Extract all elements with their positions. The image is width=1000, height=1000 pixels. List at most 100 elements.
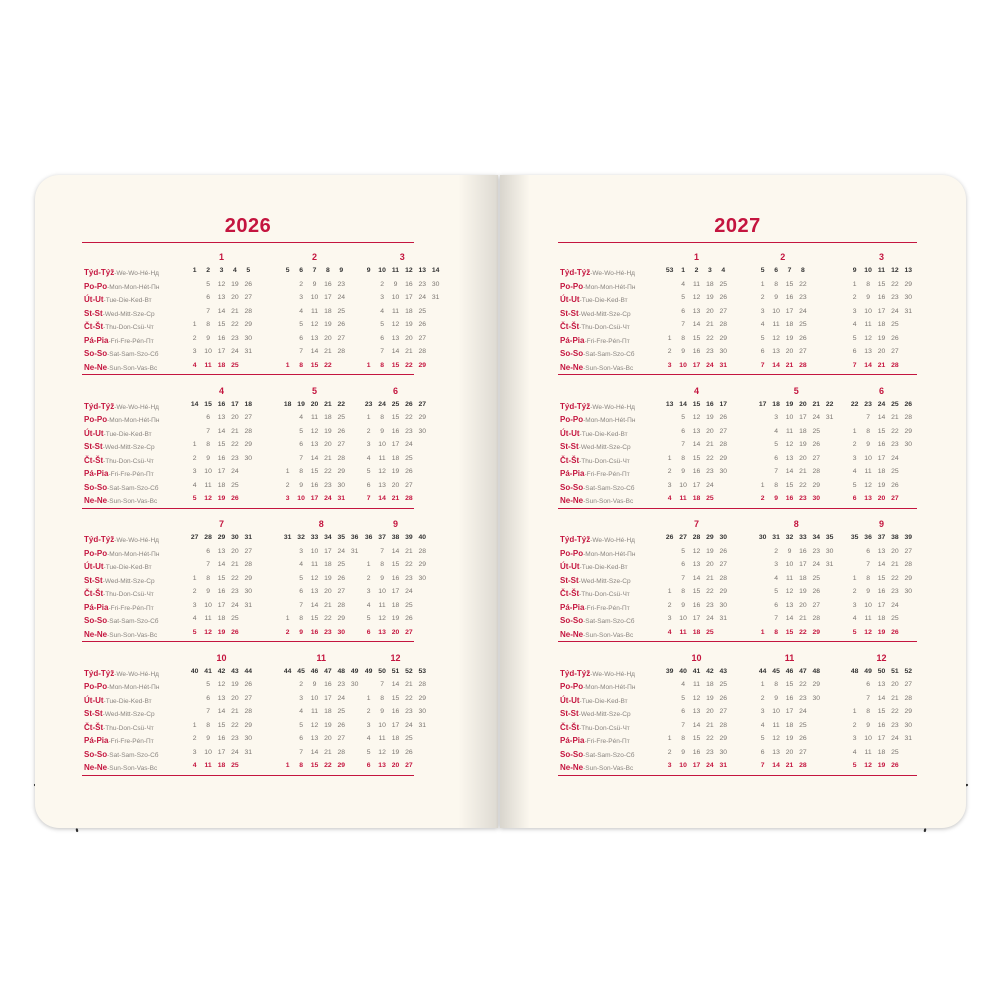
day-cell[interactable]: 26 <box>719 294 728 301</box>
day-cell[interactable] <box>756 452 769 466</box>
day-cell[interactable]: 8 <box>380 561 384 568</box>
day-cell[interactable]: 25 <box>337 708 346 715</box>
day-cell[interactable]: 1 <box>760 280 765 288</box>
day-cell[interactable] <box>188 305 201 319</box>
day-cell[interactable]: 28 <box>812 615 821 622</box>
day-cell[interactable]: 22 <box>405 561 413 568</box>
day-cell[interactable]: 25 <box>337 307 346 315</box>
day-cell[interactable]: 28 <box>337 454 346 462</box>
day-cell[interactable]: 27 <box>799 348 807 355</box>
day-cell[interactable]: 6 <box>774 601 778 609</box>
day-cell[interactable]: 31 <box>719 762 728 769</box>
day-cell[interactable]: 20 <box>785 748 794 756</box>
day-cell[interactable]: 19 <box>231 280 239 288</box>
day-cell[interactable]: 25 <box>706 628 714 636</box>
day-cell[interactable]: 26 <box>405 748 413 756</box>
day-cell[interactable]: 4 <box>852 468 857 475</box>
day-cell[interactable]: 14 <box>692 721 701 729</box>
day-cell[interactable]: 16 <box>785 294 794 301</box>
day-cell[interactable]: 18 <box>391 601 400 609</box>
day-cell[interactable] <box>281 411 294 425</box>
day-cell[interactable]: 20 <box>785 348 794 355</box>
day-cell[interactable]: 20 <box>324 441 332 448</box>
day-cell[interactable]: 27 <box>719 561 728 568</box>
day-cell[interactable]: 22 <box>891 427 899 435</box>
day-cell[interactable]: 25 <box>231 615 239 622</box>
day-cell[interactable] <box>281 332 294 346</box>
day-cell[interactable]: 19 <box>231 681 239 688</box>
day-cell[interactable]: 12 <box>391 321 400 328</box>
day-cell[interactable]: 27 <box>405 628 413 636</box>
day-cell[interactable]: 9 <box>774 495 778 502</box>
day-cell[interactable] <box>281 318 294 332</box>
day-cell[interactable]: 8 <box>206 321 210 328</box>
day-cell[interactable]: 23 <box>418 280 427 288</box>
day-cell[interactable]: 19 <box>391 468 400 475</box>
day-cell[interactable]: 7 <box>774 615 778 622</box>
day-cell[interactable] <box>902 759 915 773</box>
day-cell[interactable]: 19 <box>324 321 332 328</box>
day-cell[interactable]: 10 <box>310 294 319 301</box>
day-cell[interactable]: 22 <box>799 681 807 688</box>
day-cell[interactable]: 30 <box>904 588 913 595</box>
day-cell[interactable]: 28 <box>719 441 728 448</box>
day-cell[interactable]: 23 <box>891 441 899 448</box>
day-cell[interactable]: 3 <box>774 414 778 421</box>
day-cell[interactable]: 7 <box>299 748 303 756</box>
day-cell[interactable]: 18 <box>692 628 701 636</box>
day-cell[interactable] <box>902 612 915 626</box>
day-cell[interactable]: 28 <box>244 427 253 435</box>
day-cell[interactable]: 13 <box>217 294 226 301</box>
day-cell[interactable]: 22 <box>324 361 332 369</box>
day-cell[interactable]: 8 <box>774 681 778 688</box>
day-cell[interactable]: 28 <box>799 762 807 769</box>
day-cell[interactable]: 7 <box>681 574 685 582</box>
day-cell[interactable]: 25 <box>891 468 899 475</box>
day-cell[interactable]: 18 <box>785 721 794 729</box>
day-cell[interactable]: 9 <box>312 681 317 688</box>
day-cell[interactable]: 15 <box>310 615 319 622</box>
day-cell[interactable]: 16 <box>324 681 332 688</box>
day-cell[interactable]: 29 <box>418 361 427 369</box>
day-cell[interactable]: 8 <box>681 588 685 595</box>
day-cell[interactable]: 8 <box>681 334 685 342</box>
day-cell[interactable]: 21 <box>405 681 413 688</box>
day-cell[interactable]: 20 <box>324 735 332 742</box>
day-cell[interactable]: 28 <box>337 601 346 609</box>
day-cell[interactable] <box>362 545 375 559</box>
day-cell[interactable]: 26 <box>405 468 413 475</box>
day-cell[interactable] <box>902 359 915 373</box>
day-cell[interactable]: 26 <box>799 334 807 342</box>
day-cell[interactable] <box>242 492 255 506</box>
day-cell[interactable]: 28 <box>244 307 253 315</box>
day-cell[interactable]: 2 <box>192 334 197 342</box>
day-cell[interactable] <box>348 705 361 719</box>
day-cell[interactable]: 5 <box>852 481 857 489</box>
day-cell[interactable]: 21 <box>877 361 886 369</box>
day-cell[interactable]: 29 <box>719 334 728 342</box>
day-cell[interactable]: 3 <box>192 468 197 475</box>
day-cell[interactable]: 10 <box>772 307 780 315</box>
day-cell[interactable]: 21 <box>324 601 332 609</box>
day-cell[interactable]: 5 <box>366 468 371 475</box>
day-cell[interactable]: 2 <box>299 681 303 688</box>
day-cell[interactable]: 22 <box>891 280 899 288</box>
day-cell[interactable]: 23 <box>891 294 899 301</box>
day-cell[interactable]: 20 <box>324 334 332 342</box>
day-cell[interactable]: 20 <box>706 427 714 435</box>
day-cell[interactable]: 20 <box>877 495 886 502</box>
day-cell[interactable]: 19 <box>324 427 332 435</box>
day-cell[interactable] <box>188 692 201 706</box>
day-cell[interactable]: 11 <box>692 681 700 688</box>
day-cell[interactable] <box>281 678 294 692</box>
day-cell[interactable]: 23 <box>706 748 714 756</box>
day-cell[interactable]: 1 <box>852 574 857 582</box>
day-cell[interactable]: 12 <box>204 628 212 636</box>
day-cell[interactable]: 13 <box>772 748 780 756</box>
day-cell[interactable]: 6 <box>206 414 210 421</box>
day-cell[interactable]: 1 <box>667 588 672 595</box>
day-cell[interactable]: 18 <box>706 681 714 688</box>
day-cell[interactable]: 27 <box>337 735 346 742</box>
day-cell[interactable] <box>756 425 769 439</box>
day-cell[interactable]: 12 <box>310 427 319 435</box>
